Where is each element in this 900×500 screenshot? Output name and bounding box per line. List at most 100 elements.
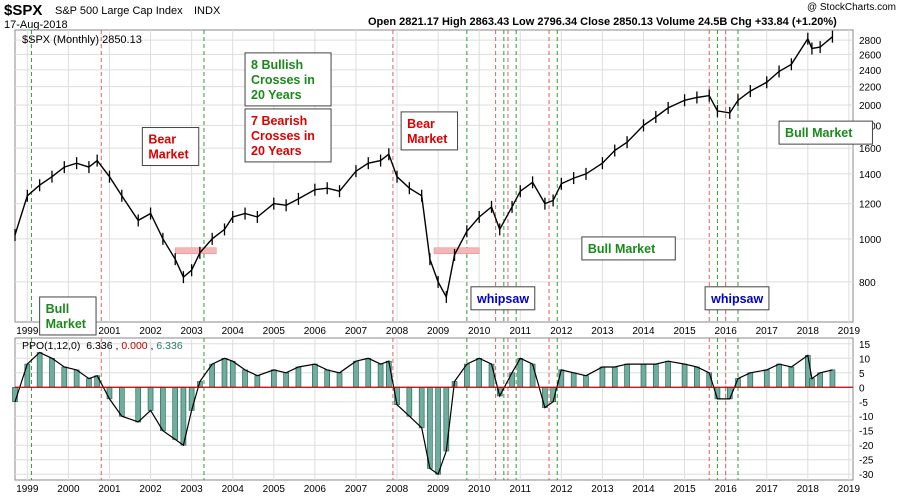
ppo-bar <box>809 378 815 388</box>
ppo-bar <box>763 369 770 388</box>
ppo-bar <box>542 386 548 408</box>
ppo-legend-comma2: , <box>151 340 157 352</box>
ppo-bar <box>312 363 318 388</box>
annotation-text: Bear <box>407 117 435 131</box>
price-x-tick-label: 2006 <box>304 326 327 337</box>
price-x-tick-label: 2016 <box>715 326 738 337</box>
ppo-legend-name: PPO(1,12,0) <box>22 340 80 352</box>
price-x-tick-label: 2019 <box>838 326 861 337</box>
annotation-text: whipsaw <box>710 292 763 306</box>
annotation-box <box>141 127 200 167</box>
ppo-y-tick-label: 15 <box>859 340 871 351</box>
annotation-box <box>39 296 97 336</box>
annotation: Bull Market <box>778 120 873 145</box>
annotation-text: Market <box>46 317 87 331</box>
ppo-bar <box>353 360 359 388</box>
annotation-box <box>704 286 770 311</box>
annotation-text: whipsaw <box>476 292 529 306</box>
ppo-bar <box>829 369 836 388</box>
ppo-bar <box>324 369 330 388</box>
ppo-bar <box>283 372 289 388</box>
ppo-line <box>14 351 833 476</box>
price-legend: $SPX (Monthly) 2850.13 <box>22 34 142 46</box>
support-box <box>174 247 217 255</box>
ppo-x-tick-label: 2004 <box>222 484 245 495</box>
annotation-text: 20 Years <box>251 144 302 158</box>
price-x-tick-label: 2018 <box>797 326 820 337</box>
ppo-bar <box>221 357 228 388</box>
ppo-bar <box>817 372 823 388</box>
ppo-bar <box>694 366 700 388</box>
ppo-bar <box>61 366 68 388</box>
ppo-x-tick-label: 1999 <box>16 484 39 495</box>
price-y-tick-label: 2000 <box>859 101 882 112</box>
annotation-text: Market <box>148 148 189 162</box>
price-y-tick-label: 800 <box>859 278 876 289</box>
ppo-bar <box>295 366 302 388</box>
annotation-text: Crosses in <box>251 73 315 87</box>
ppo-bar <box>427 386 433 469</box>
ppo-bar <box>406 386 413 417</box>
price-x-tick-label: 2017 <box>756 326 779 337</box>
price-x-tick-label: 2015 <box>673 326 696 337</box>
ppo-y-tick-label: -5 <box>859 398 868 409</box>
ppo-y-tick-label: -20 <box>859 441 874 452</box>
ppo-bar <box>599 366 606 388</box>
annotation: Bull Market <box>581 236 676 261</box>
ppo-bar <box>94 375 100 388</box>
price-grid <box>15 30 853 322</box>
ppo-y-tick-label: 0 <box>859 383 865 394</box>
ppo-x-tick-label: 2010 <box>468 484 491 495</box>
instrument-name: S&P 500 Large Cap Index <box>55 5 183 17</box>
price-x-tick-label: 2004 <box>222 326 245 337</box>
price-y-tick-label: 1400 <box>859 170 882 181</box>
ppo-x-tick-label: 2000 <box>57 484 80 495</box>
cross-lines <box>30 30 739 480</box>
annotation-text: Crosses in <box>251 129 315 143</box>
price-x-tick-label: 2008 <box>386 326 409 337</box>
annotation: whipsaw <box>704 286 770 311</box>
ppo-y-tick-label: -25 <box>859 456 874 467</box>
annotation-text: 20 Years <box>251 88 302 102</box>
ppo-x-tick-label: 2014 <box>632 484 655 495</box>
ppo-bar <box>418 386 425 429</box>
price-y-tick-label: 1000 <box>859 235 882 246</box>
ppo-x-tick-label: 2009 <box>427 484 450 495</box>
ppo-bar <box>73 369 80 388</box>
ppo-bar <box>229 360 236 388</box>
price-x-tick-label: 1999 <box>16 326 39 337</box>
ppo-x-tick-label: 2019 <box>838 484 861 495</box>
ppo-y-tick-label: -30 <box>859 470 874 481</box>
price-x-tick-label: 2005 <box>263 326 286 337</box>
ppo-bar <box>570 372 577 388</box>
ppo-x-tick-label: 2015 <box>673 484 696 495</box>
price-x-tick-label: 2014 <box>632 326 655 337</box>
ppo-x-tick-label: 2017 <box>756 484 779 495</box>
ppo-x-tick-label: 2005 <box>263 484 286 495</box>
ppo-y-tick-label: 5 <box>859 369 865 380</box>
annotation-box <box>778 120 873 145</box>
ppo-bar <box>336 372 343 388</box>
ppo-y-tick-label: 10 <box>859 354 871 365</box>
ppo-legend-comma: , <box>116 340 122 352</box>
price-x-tick-label: 2010 <box>468 326 491 337</box>
price-y-tick-label: 2400 <box>859 66 882 77</box>
ppo-y-tick-label: -10 <box>859 412 874 423</box>
price-panel <box>14 29 854 323</box>
ppo-grid <box>15 338 853 480</box>
price-x-tick-label: 2001 <box>98 326 121 337</box>
price-y-tick-label: 2800 <box>859 36 882 47</box>
ppo-x-tick-label: 2016 <box>715 484 738 495</box>
price-series <box>14 30 834 303</box>
ppo-bar <box>517 357 524 388</box>
price-x-tick-label: 2007 <box>345 326 368 337</box>
ppo-x-tick-label: 2013 <box>591 484 614 495</box>
ppo-x-tick-label: 2003 <box>181 484 204 495</box>
exchange-label: INDX <box>194 5 221 17</box>
ppo-bar <box>529 363 536 388</box>
ppo-bar <box>665 360 671 388</box>
